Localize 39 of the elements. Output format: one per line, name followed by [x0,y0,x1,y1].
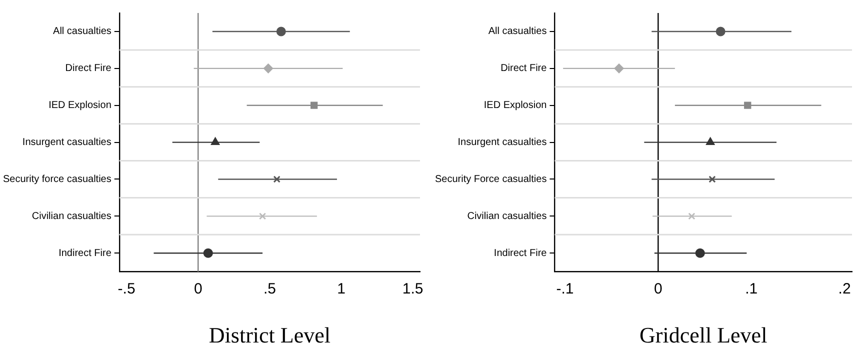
y-tick-label: Civilian casualties [32,210,112,222]
y-tick-label: All casualties [53,26,112,38]
point [258,212,266,220]
y-tick-label: Security Force casualties [434,174,547,185]
point [203,248,213,258]
y-tick-label: IED Explosion [484,100,547,112]
point [688,212,696,220]
y-tick-label: Direct Fire [65,63,112,74]
y-tick-label: All casualties [488,26,547,38]
y-tick-label: Civilian casualties [467,210,547,222]
y-tick-label: Insurgent casualties [458,137,547,148]
x-tick-label: 1 [337,280,346,298]
x-tick-label: 0 [194,280,202,298]
x-tick-label: -.5 [118,280,136,298]
point [716,26,726,36]
x-tick-label: 0 [654,280,662,298]
point [695,248,705,258]
x-tick-label: .5 [263,280,276,298]
x-tick-label: .2 [838,280,851,298]
y-tick-label: Security force casualties [2,174,112,185]
y-tick-label: Indirect Fire [58,248,112,259]
point [706,138,715,146]
y-tick-label: IED Explosion [48,100,112,112]
point [708,176,716,183]
point [310,102,318,109]
y-tick-label: Indirect Fire [494,248,548,259]
point [614,64,624,74]
x-axis-title: District Level [208,322,330,348]
point [276,26,286,36]
point [264,64,274,74]
point [211,138,220,146]
x-tick-label: .1 [745,280,758,298]
x-tick-label: 1.5 [402,280,424,298]
point [744,102,752,109]
y-tick-label: Direct Fire [500,63,548,74]
point [273,176,280,183]
x-tick-label: -.1 [556,280,574,298]
y-tick-label: Insurgent casualties [22,137,112,148]
x-axis-title: Gridcell Level [640,322,768,348]
